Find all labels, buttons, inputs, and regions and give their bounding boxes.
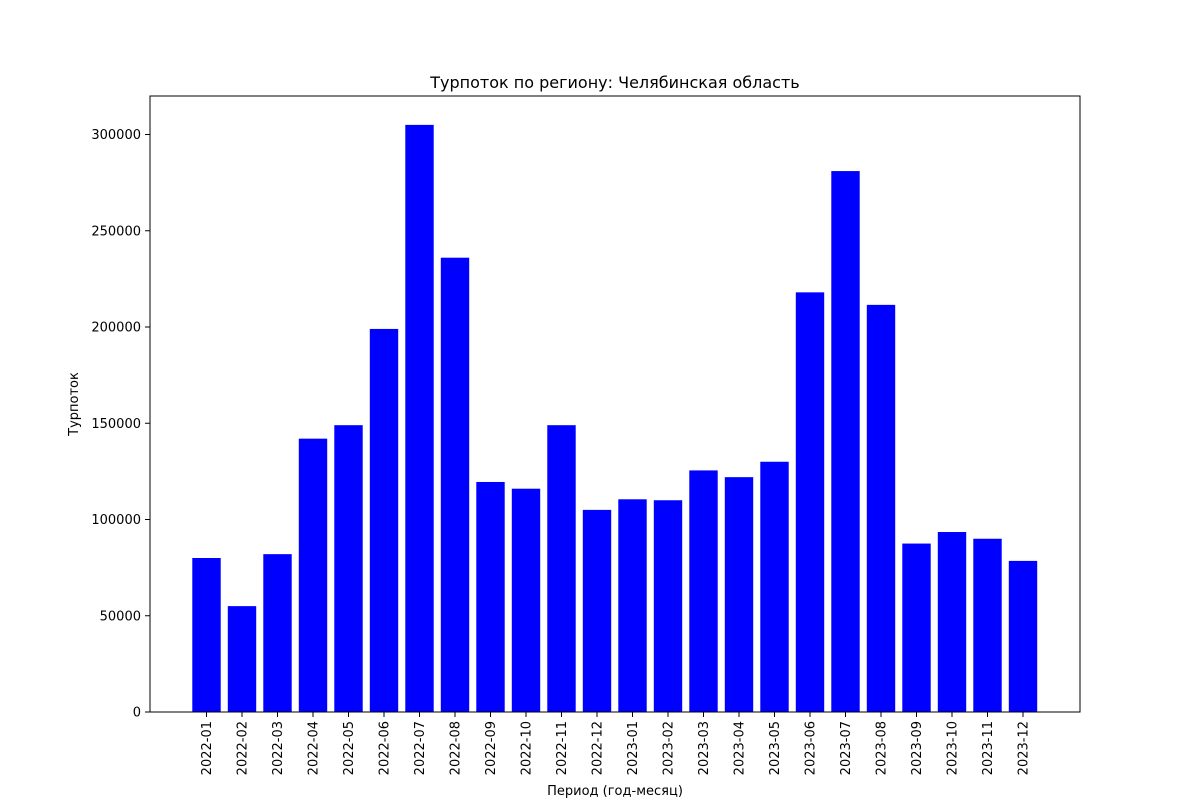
x-tick-label-2022-10: 2022-10 bbox=[520, 721, 535, 775]
x-tick-label-2023-11: 2023-11 bbox=[981, 721, 996, 775]
bar-2022-04 bbox=[298, 438, 328, 712]
x-axis-label: Период (год-месяц) bbox=[547, 784, 683, 799]
y-tick-label-300000: 300000 bbox=[91, 128, 141, 143]
bar-2023-08 bbox=[866, 304, 896, 712]
x-tick-label-2022-09: 2022-09 bbox=[484, 721, 499, 775]
x-tick-label-2023-12: 2023-12 bbox=[1017, 721, 1032, 775]
x-tick-label-2022-11: 2022-11 bbox=[555, 721, 570, 775]
y-tick-label-100000: 100000 bbox=[91, 513, 141, 528]
y-axis: 0 50000 100000 150000 200000 250000 300000 bbox=[91, 128, 150, 721]
bar-2023-11 bbox=[973, 538, 1002, 712]
x-tick-label-2023-09: 2023-09 bbox=[910, 721, 925, 775]
y-tick-label-50000: 50000 bbox=[100, 609, 141, 624]
bar-2022-11 bbox=[547, 425, 576, 712]
x-tick-label-2022-08: 2022-08 bbox=[449, 721, 464, 775]
bar-2023-05 bbox=[760, 461, 789, 712]
x-tick-label-2022-04: 2022-04 bbox=[307, 721, 322, 775]
x-tick-label-2023-05: 2023-05 bbox=[768, 721, 783, 775]
chart-title: Турпоток по региону: Челябинская область bbox=[429, 73, 799, 92]
x-tick-label-2023-01: 2023-01 bbox=[626, 721, 641, 775]
x-tick-label-2022-02: 2022-02 bbox=[236, 721, 251, 775]
bar-2023-07 bbox=[831, 171, 860, 712]
bar-2022-09 bbox=[476, 481, 505, 712]
x-tick-label-2022-01: 2022-01 bbox=[200, 721, 215, 775]
bar-2022-03 bbox=[263, 554, 292, 712]
bar-2023-04 bbox=[724, 477, 754, 712]
bar-2023-06 bbox=[795, 292, 825, 712]
bar-2022-05 bbox=[334, 425, 363, 712]
y-tick-label-250000: 250000 bbox=[91, 224, 141, 239]
bar-2022-07 bbox=[405, 124, 434, 713]
y-axis-label: Турпоток bbox=[67, 372, 82, 437]
x-axis: 2022-01 2022-02 2022-03 2022-04 2022-05 2022-… bbox=[200, 712, 1032, 775]
bar-2023-09 bbox=[902, 543, 931, 712]
x-tick-label-2023-04: 2023-04 bbox=[733, 721, 748, 775]
bar-2023-10 bbox=[937, 532, 967, 712]
x-tick-label-2022-12: 2022-12 bbox=[591, 721, 606, 775]
bar-2022-12 bbox=[582, 509, 612, 713]
x-tick-label-2023-06: 2023-06 bbox=[804, 721, 819, 775]
bar-2023-02 bbox=[653, 500, 683, 712]
bars-group bbox=[192, 124, 1038, 713]
x-tick-label-2023-10: 2023-10 bbox=[946, 721, 961, 775]
bar-2022-06 bbox=[369, 328, 399, 712]
bar-2022-08 bbox=[440, 257, 470, 712]
x-tick-label-2022-07: 2022-07 bbox=[413, 721, 428, 775]
x-tick-label-2023-02: 2023-02 bbox=[662, 721, 677, 775]
x-tick-label-2022-03: 2022-03 bbox=[271, 721, 286, 775]
plot-frame bbox=[149, 95, 1081, 713]
bar-2023-01 bbox=[618, 499, 647, 712]
bar-2023-03 bbox=[689, 470, 718, 712]
bar-2022-01 bbox=[192, 558, 221, 712]
bar-2022-10 bbox=[511, 488, 541, 712]
x-tick-label-2022-06: 2022-06 bbox=[378, 721, 393, 775]
y-tick-label-0: 0 bbox=[133, 706, 141, 721]
y-tick-label-200000: 200000 bbox=[91, 321, 141, 336]
x-tick-label-2023-08: 2023-08 bbox=[875, 721, 890, 775]
x-tick-label-2023-03: 2023-03 bbox=[697, 721, 712, 775]
x-tick-label-2022-05: 2022-05 bbox=[342, 721, 357, 775]
x-tick-label-2023-07: 2023-07 bbox=[839, 721, 854, 775]
bar-2022-02 bbox=[227, 606, 257, 713]
y-tick-label-150000: 150000 bbox=[91, 417, 141, 432]
bar-2023-12 bbox=[1008, 560, 1038, 712]
